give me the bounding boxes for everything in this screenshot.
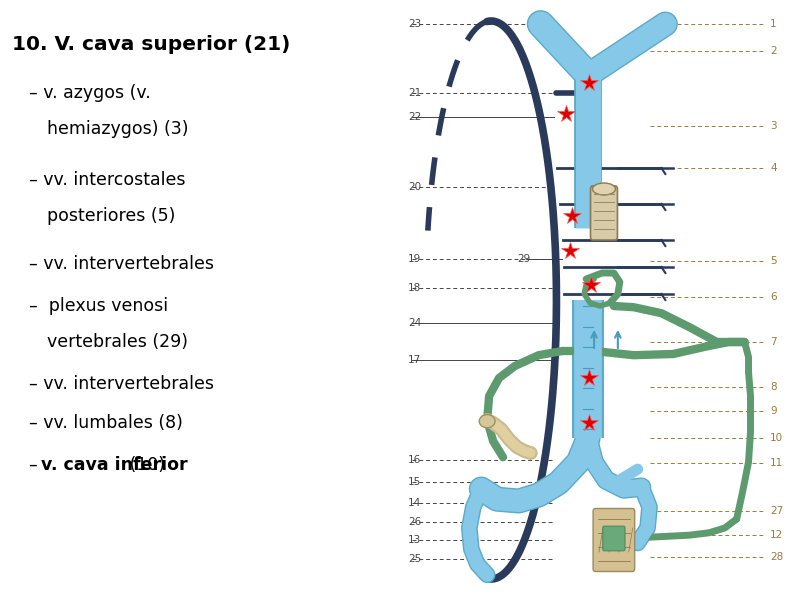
Text: hemiazygos) (3): hemiazygos) (3) (47, 120, 189, 138)
Text: 9: 9 (770, 406, 777, 416)
Text: 23: 23 (408, 19, 422, 29)
Text: 25: 25 (408, 554, 422, 564)
Text: –  plexus venosi: – plexus venosi (29, 297, 168, 315)
Text: 22: 22 (408, 112, 422, 122)
Text: 13: 13 (408, 535, 422, 545)
Text: 21: 21 (408, 88, 422, 98)
Ellipse shape (479, 415, 495, 428)
Text: – v. azygos (v.: – v. azygos (v. (29, 84, 150, 102)
Text: (10): (10) (124, 456, 165, 474)
FancyBboxPatch shape (602, 526, 625, 551)
FancyBboxPatch shape (593, 509, 634, 571)
Text: – vv. intervertebrales: – vv. intervertebrales (29, 375, 214, 393)
Ellipse shape (593, 183, 615, 195)
Text: 24: 24 (408, 318, 422, 328)
Text: – vv. intervertebrales: – vv. intervertebrales (29, 255, 214, 273)
Text: 16: 16 (408, 455, 422, 465)
Text: 28: 28 (770, 552, 783, 562)
Text: 19: 19 (408, 254, 422, 264)
Text: vertebrales (29): vertebrales (29) (47, 333, 188, 351)
Text: 11: 11 (770, 458, 783, 468)
FancyBboxPatch shape (590, 186, 618, 240)
Text: 7: 7 (770, 337, 777, 347)
Text: 5: 5 (770, 256, 777, 266)
Text: posteriores (5): posteriores (5) (47, 207, 176, 225)
Text: 8: 8 (770, 382, 777, 392)
Text: 20: 20 (408, 182, 421, 192)
Text: 15: 15 (408, 477, 422, 487)
Text: 18: 18 (408, 283, 422, 293)
Text: 2: 2 (770, 46, 777, 56)
Text: 10: 10 (770, 433, 783, 443)
Text: – vv. lumbales (8): – vv. lumbales (8) (29, 414, 182, 432)
Text: 10. V. cava superior (21): 10. V. cava superior (21) (12, 35, 290, 55)
Text: v. cava inferior: v. cava inferior (42, 456, 188, 474)
Text: – vv. intercostales: – vv. intercostales (29, 171, 186, 189)
Text: 17: 17 (408, 355, 422, 365)
Text: 3: 3 (770, 121, 777, 131)
Text: 6: 6 (770, 292, 777, 302)
Text: –: – (29, 456, 43, 474)
Text: 26: 26 (408, 517, 422, 527)
Text: 27: 27 (770, 506, 783, 516)
Text: 1: 1 (770, 19, 777, 29)
Text: 29: 29 (517, 254, 530, 264)
Text: 14: 14 (408, 498, 422, 508)
Text: 12: 12 (770, 530, 783, 540)
Text: 4: 4 (770, 163, 777, 173)
